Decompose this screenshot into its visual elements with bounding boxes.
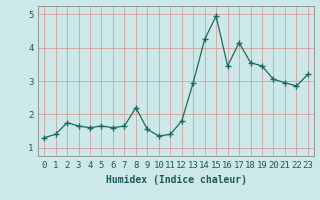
X-axis label: Humidex (Indice chaleur): Humidex (Indice chaleur): [106, 175, 246, 185]
